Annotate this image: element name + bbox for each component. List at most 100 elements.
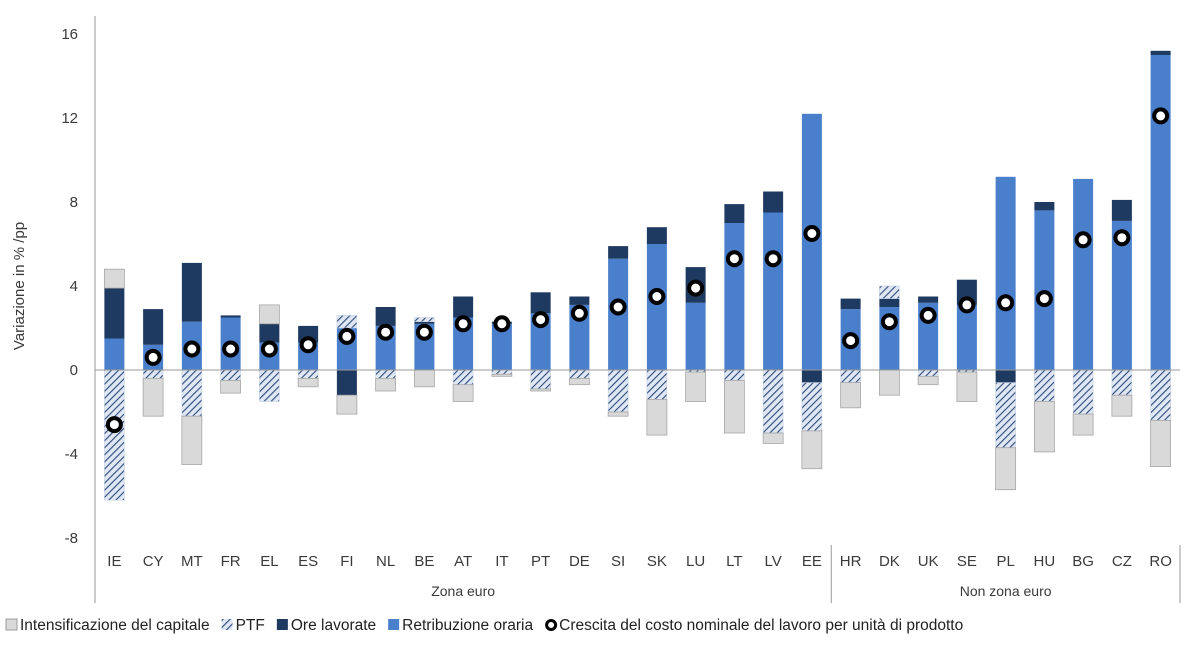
ulc-marker bbox=[648, 288, 666, 305]
bar-segment bbox=[646, 398, 668, 436]
bar-segment bbox=[724, 204, 745, 223]
bar-segment bbox=[452, 384, 474, 402]
category-label: HU bbox=[1034, 553, 1056, 570]
bar-segment bbox=[220, 315, 241, 318]
y-axis-title: Variazione in % /pp bbox=[11, 222, 28, 350]
category-label: BE bbox=[414, 553, 434, 570]
bar-segment bbox=[724, 369, 745, 381]
ulc-marker bbox=[222, 340, 240, 358]
bar-segment bbox=[259, 369, 280, 402]
y-tick-label: -4 bbox=[65, 446, 78, 463]
bar-segment bbox=[297, 369, 319, 379]
category-label: PT bbox=[531, 553, 550, 570]
bar-segment bbox=[1072, 413, 1094, 436]
bar-segment bbox=[181, 262, 202, 322]
ulc-marker bbox=[1152, 107, 1170, 125]
ulc-marker bbox=[764, 250, 782, 268]
category-label: IT bbox=[495, 553, 508, 570]
bar-segment bbox=[220, 380, 242, 394]
ulc-marker bbox=[880, 313, 898, 331]
bar-segment bbox=[258, 304, 280, 325]
bar-segment bbox=[491, 373, 513, 377]
bar-segment bbox=[762, 432, 784, 444]
bar-segment bbox=[1033, 401, 1055, 453]
ulc-marker bbox=[493, 315, 511, 333]
legend-swatch bbox=[388, 619, 400, 630]
bars bbox=[103, 50, 1172, 501]
ulc-marker bbox=[725, 250, 743, 268]
bar-segment bbox=[646, 244, 667, 370]
bar-segment bbox=[375, 307, 396, 326]
ulc-marker bbox=[1113, 229, 1131, 247]
bar-segment bbox=[685, 302, 706, 370]
legend-marker bbox=[545, 619, 558, 631]
bar-segment bbox=[801, 382, 823, 432]
ulc-marker bbox=[183, 340, 201, 358]
ulc-marker bbox=[958, 296, 976, 314]
bar-segment bbox=[142, 377, 164, 417]
ulc-marker bbox=[842, 332, 860, 350]
bar-segment bbox=[375, 377, 397, 392]
ulc-marker bbox=[377, 323, 395, 341]
bar-segment bbox=[143, 309, 164, 345]
category-label: MT bbox=[181, 553, 203, 570]
category-label: NL bbox=[376, 553, 395, 570]
ulc-marker bbox=[1035, 290, 1053, 308]
category-label: HR bbox=[840, 553, 862, 570]
bar-segment bbox=[917, 375, 939, 386]
bar-segment bbox=[530, 369, 551, 390]
category-label: SK bbox=[647, 553, 667, 570]
group-label: Non zona euro bbox=[960, 583, 1052, 599]
bar-segment bbox=[297, 377, 319, 388]
bar-segment bbox=[995, 447, 1017, 491]
bar-segment bbox=[995, 370, 1016, 383]
category-label: CZ bbox=[1112, 553, 1132, 570]
bar-segment bbox=[995, 176, 1016, 370]
ulc-marker bbox=[532, 311, 550, 329]
bar-segment bbox=[530, 388, 552, 392]
bar-segment bbox=[1150, 50, 1171, 55]
bar-segment bbox=[801, 370, 822, 383]
bar-segment bbox=[453, 296, 474, 318]
bar-segment bbox=[878, 369, 900, 396]
legend-label: Ore lavorate bbox=[291, 617, 376, 634]
bar-segment bbox=[569, 296, 590, 305]
category-label: IE bbox=[107, 553, 121, 570]
legend-swatch bbox=[221, 619, 233, 630]
bar-segment bbox=[1150, 369, 1171, 421]
y-tick-label: 16 bbox=[61, 26, 78, 43]
bar-segment bbox=[840, 382, 862, 409]
category-label: BG bbox=[1072, 553, 1094, 570]
category-label: UK bbox=[918, 553, 939, 570]
bar-segment bbox=[917, 369, 939, 377]
y-axis-ticks: -8 -4 0 4 8 12 16 bbox=[61, 26, 78, 547]
bar-segment bbox=[956, 304, 977, 370]
legend-swatch bbox=[5, 618, 18, 631]
ulc-marker bbox=[260, 340, 278, 358]
bar-segment bbox=[995, 382, 1016, 449]
bar-segment bbox=[181, 369, 203, 417]
ulc-marker bbox=[454, 315, 472, 333]
bar-segment bbox=[491, 323, 512, 370]
bar-segment bbox=[763, 212, 784, 370]
legend-label: Crescita del costo nominale del lavoro p… bbox=[559, 617, 963, 634]
category-label: LV bbox=[765, 553, 782, 570]
ulc-marker bbox=[919, 306, 937, 324]
category-label: FR bbox=[221, 553, 241, 570]
bar-segment bbox=[259, 323, 280, 343]
ulc-marker bbox=[105, 416, 123, 434]
bar-segment bbox=[1034, 202, 1055, 211]
legend-label: Intensificazione del capitale bbox=[20, 617, 210, 634]
bar-segment bbox=[879, 298, 900, 307]
bar-segment bbox=[104, 338, 125, 370]
category-label: LT bbox=[726, 553, 742, 570]
bar-segment bbox=[840, 298, 861, 310]
bar-segment bbox=[530, 313, 551, 370]
bar-segment bbox=[1111, 369, 1133, 396]
category-label: SI bbox=[611, 553, 625, 570]
bar-segment bbox=[724, 223, 745, 370]
bar-segment bbox=[568, 377, 590, 386]
ulc-marker bbox=[1074, 231, 1092, 249]
category-label: FI bbox=[340, 553, 353, 570]
